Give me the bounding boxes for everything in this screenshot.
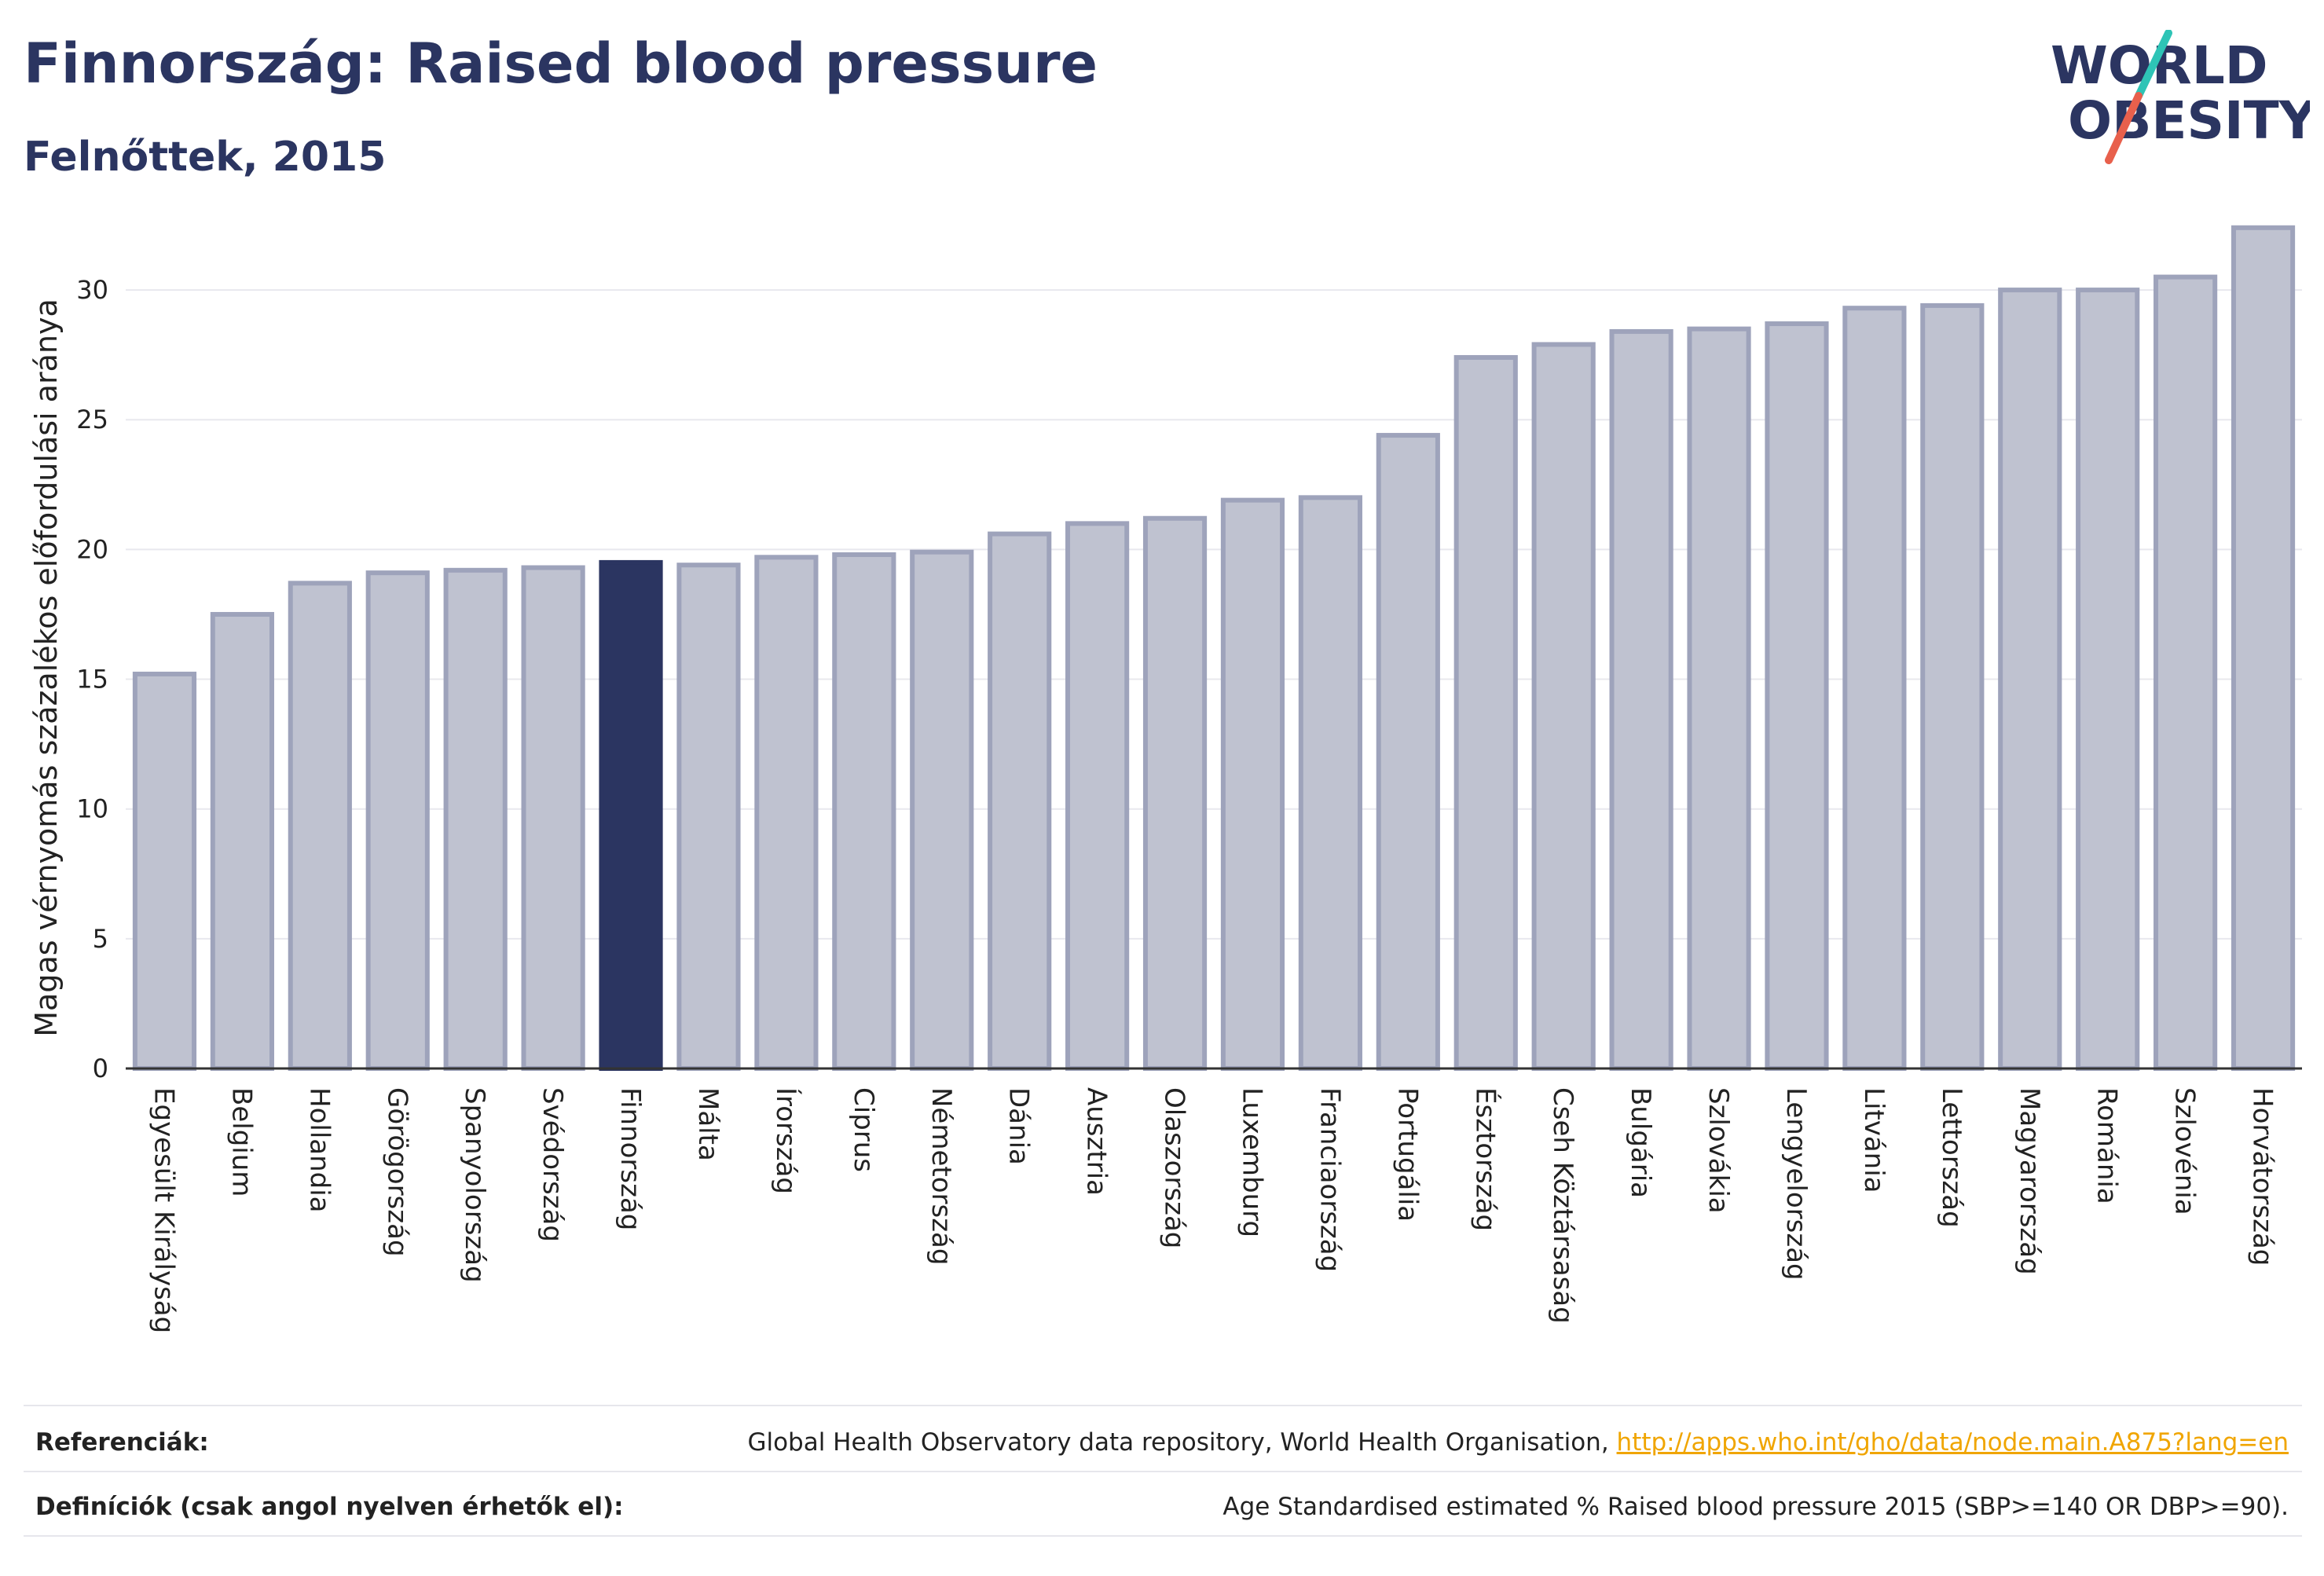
bar-litvánia (1842, 306, 1907, 1072)
bar-cseh-köztársaság (1531, 342, 1596, 1072)
x-tick-label: Egyesült Királyság (148, 1087, 179, 1333)
bar-olaszország (1142, 515, 1208, 1071)
bar-magyarország (1998, 288, 2062, 1072)
bar-írország (754, 555, 819, 1071)
bar-portugália (1376, 433, 1440, 1071)
bar-szlovákia (1687, 326, 1751, 1071)
bar-bulgária (1609, 328, 1673, 1071)
x-tick-label: Spanyolország (459, 1087, 490, 1283)
page-subtitle: Felnőttek, 2015 (24, 134, 387, 181)
y-tick-label: 5 (93, 924, 108, 954)
page-title: Finnország: Raised blood pressure (24, 31, 1098, 96)
x-tick-label: Luxemburg (1236, 1087, 1267, 1237)
bar-belgium (210, 611, 274, 1071)
definitions-label: Definíciók (csak angol nyelven érhetők e… (35, 1493, 624, 1521)
x-tick-label: Magyarország (2014, 1087, 2045, 1275)
bar-finnország (599, 559, 663, 1071)
x-tick-label: Ciprus (848, 1087, 879, 1172)
x-tick-label: Németország (926, 1087, 957, 1265)
world-obesity-logo-icon: WORLD OBESITY (2051, 30, 2310, 164)
bar-chart: 0 5 10 15 20 25 30 Magas vérnyomás százalékos e… (29, 225, 2302, 1333)
y-tick-label: 10 (76, 794, 108, 824)
x-tick-label: Lengyelország (1780, 1087, 1812, 1281)
footer-divider-bottom (24, 1535, 2302, 1537)
y-tick-label: 15 (76, 665, 108, 695)
x-tick-label: Szlovákia (1703, 1087, 1734, 1214)
bar-ciprus (832, 552, 896, 1071)
footer-divider-middle (24, 1471, 2302, 1472)
bar-horvátország (2231, 225, 2296, 1071)
bar-dánia (988, 531, 1052, 1071)
bar-málta (676, 563, 741, 1071)
x-tick-label: Olaszország (1159, 1087, 1190, 1248)
logo-line2: OBESITY (2068, 90, 2310, 151)
bar-románia (2076, 288, 2140, 1072)
x-tick-label: Horvátország (2247, 1087, 2278, 1266)
x-tick-label: Málta (692, 1087, 724, 1161)
bar-lettország (1920, 302, 1985, 1071)
bar-luxemburg (1220, 497, 1285, 1071)
y-tick-label: 30 (76, 275, 108, 305)
x-tick-label: Bulgária (1625, 1087, 1656, 1198)
x-tick-label: Belgium (225, 1087, 257, 1197)
bar-spanyolország (443, 567, 508, 1071)
y-tick-label: 25 (76, 405, 108, 434)
y-tick-label: 0 (93, 1054, 108, 1083)
x-tick-label: Észtország (1469, 1087, 1501, 1231)
footer-divider-top (24, 1405, 2302, 1406)
references-text: Global Health Observatory data repositor… (747, 1428, 2289, 1457)
x-tick-label: Lettország (1936, 1087, 1967, 1228)
definitions-text: Age Standardised estimated % Raised bloo… (1222, 1493, 2289, 1521)
x-tick-label: Finnország (614, 1087, 646, 1230)
bar-lengyelország (1765, 321, 1829, 1072)
references-link[interactable]: http://apps.who.int/gho/data/node.main.A… (1616, 1428, 2289, 1457)
y-axis-label: Magas vérnyomás százalékos előfordulási … (29, 299, 64, 1036)
bar-görögország (365, 570, 430, 1071)
x-tick-label: Portugália (1391, 1087, 1423, 1222)
x-tick-label: Hollandia (303, 1087, 335, 1213)
x-tick-label: Írország (770, 1087, 802, 1194)
x-tick-label: Dánia (1003, 1087, 1035, 1165)
x-tick-label: Szlovénia (2169, 1087, 2201, 1215)
y-tick-label: 20 (76, 534, 108, 564)
bar-ausztria (1065, 521, 1130, 1071)
x-tick-label: Ausztria (1081, 1087, 1113, 1196)
references-label: Referenciák: (35, 1428, 209, 1457)
x-tick-label: Görögország (381, 1087, 412, 1257)
bar-észtország (1453, 354, 1518, 1071)
bar-egyesült-királyság (132, 671, 197, 1071)
x-tick-label: Svédország (537, 1087, 568, 1242)
references-source: Global Health Observatory data repositor… (747, 1428, 1617, 1457)
x-tick-label: Románia (2091, 1087, 2123, 1204)
bar-hollandia (288, 581, 352, 1071)
x-tick-label: Litvánia (1858, 1087, 1890, 1193)
bar-szlovénia (2154, 274, 2218, 1071)
x-tick-label: Cseh Köztársaság (1547, 1087, 1578, 1324)
bar-svédország (521, 565, 585, 1071)
bar-franciaország (1298, 495, 1362, 1071)
x-tick-label: Franciaország (1314, 1087, 1345, 1272)
bar-németország (910, 549, 974, 1071)
